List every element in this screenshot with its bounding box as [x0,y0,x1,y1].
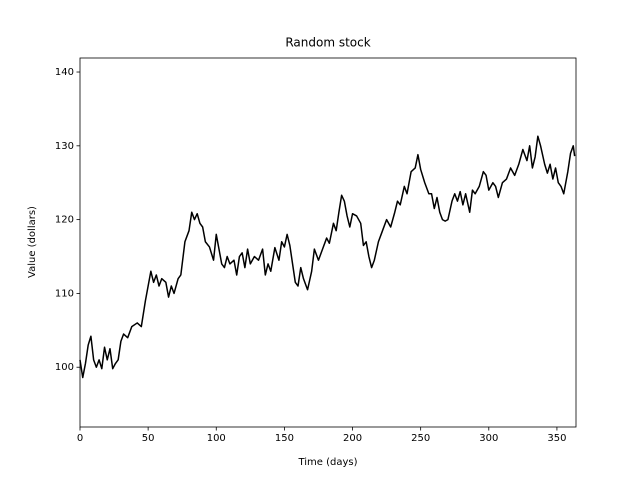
y-tick-label: 100 [55,362,74,373]
y-axis-label: Value (dollars) [27,206,38,278]
x-tick-label: 350 [547,433,566,444]
chart-title: Random stock [285,36,370,50]
x-tick-label: 50 [142,433,155,444]
x-tick-label: 200 [343,433,362,444]
y-tick-label: 120 [55,215,74,226]
x-tick-label: 300 [479,433,498,444]
y-tick-label: 140 [55,67,74,78]
y-tick-label: 110 [55,288,74,299]
x-tick-label: 100 [207,433,226,444]
x-tick-label: 0 [77,433,83,444]
data-line [79,135,576,379]
x-tick-label: 250 [411,433,430,444]
x-axis-label: Time (days) [297,457,357,468]
y-tick-label: 130 [55,141,74,152]
plot-frame [79,57,577,428]
x-tick-label: 150 [275,433,294,444]
